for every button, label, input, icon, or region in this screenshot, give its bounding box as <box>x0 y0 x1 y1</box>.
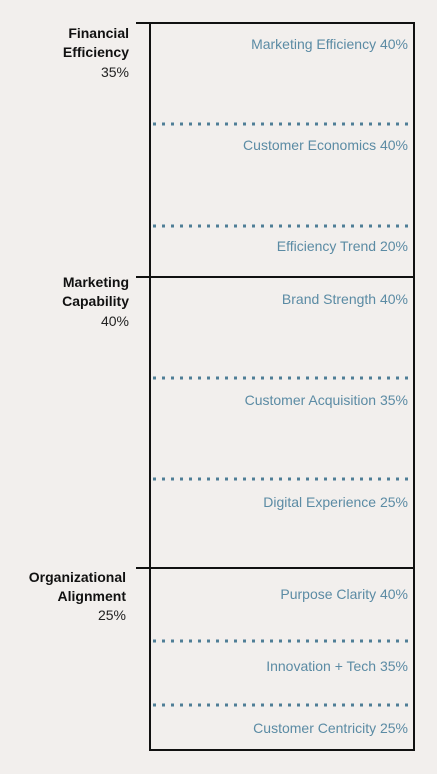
subcategory-label: Brand Strength 40% <box>281 291 408 307</box>
subcategory-label: Customer Economics 40% <box>243 137 408 153</box>
subcategory-label: Efficiency Trend 20% <box>276 238 408 254</box>
category-weight: 40% <box>100 313 129 329</box>
subcategory-label: Purpose Clarity 40% <box>280 586 408 602</box>
subcategory-label: Innovation + Tech 35% <box>266 658 408 674</box>
category-name: Financial Efficiency <box>62 25 129 60</box>
category-name: Organizational Alignment <box>28 569 126 604</box>
subcategory-label: Digital Experience 25% <box>263 494 408 510</box>
category-name: Marketing Capability <box>62 274 129 309</box>
subcategory-label: Customer Centricity 25% <box>253 720 408 736</box>
subcategory-label: Marketing Efficiency 40% <box>251 36 408 52</box>
subcategory-label: Customer Acquisition 35% <box>244 392 408 408</box>
category-weight: 35% <box>100 64 129 80</box>
category-weight: 25% <box>97 607 126 623</box>
